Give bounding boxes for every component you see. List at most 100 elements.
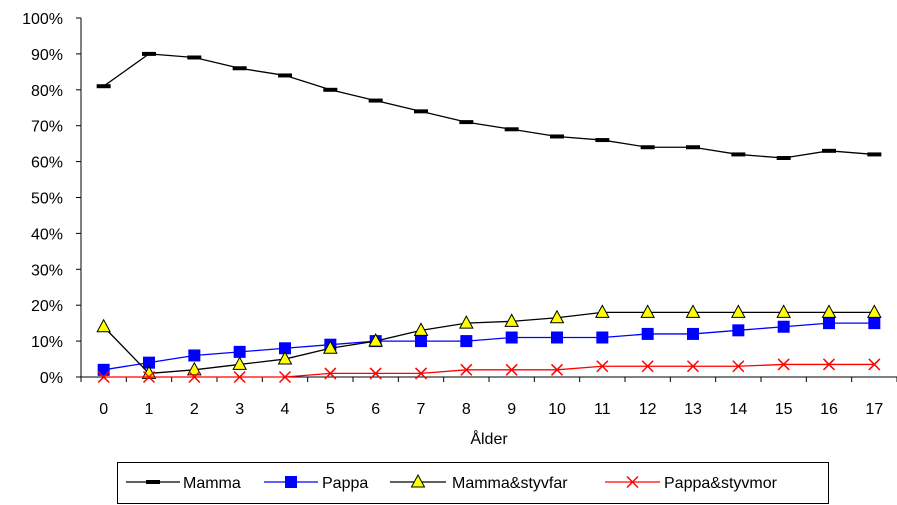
data-point <box>96 84 111 89</box>
data-point <box>278 370 292 384</box>
data-point <box>687 327 699 340</box>
x-tick-label: 6 <box>371 401 380 418</box>
data-point <box>277 351 293 365</box>
data-point <box>233 370 246 384</box>
data-point <box>868 358 881 371</box>
data-point <box>368 333 384 347</box>
data-point <box>551 331 563 344</box>
series-line <box>103 311 875 375</box>
legend-label: Mamma&styvfar <box>452 475 568 492</box>
data-point <box>868 317 881 330</box>
data-point <box>232 356 248 370</box>
x-tick-label: 12 <box>639 401 657 418</box>
data-point <box>641 360 654 373</box>
data-point <box>731 152 746 157</box>
y-tick-label: 60% <box>31 155 63 172</box>
data-point <box>686 145 700 150</box>
series-line <box>103 53 875 159</box>
data-point <box>777 320 790 333</box>
data-point <box>867 152 882 157</box>
data-point <box>322 340 338 354</box>
data-point <box>187 55 202 60</box>
data-point <box>285 476 297 488</box>
data-point <box>415 335 427 348</box>
data-point <box>410 473 426 488</box>
x-tick-label: 16 <box>820 401 838 418</box>
data-point <box>730 304 746 318</box>
data-point <box>232 66 247 71</box>
data-point <box>186 361 202 376</box>
y-tick-label: 100% <box>22 11 63 28</box>
x-axis-title: Ålder <box>470 429 508 448</box>
x-tick-label: 10 <box>548 401 566 418</box>
x-tick-label: 13 <box>684 401 702 418</box>
x-tick-label: 4 <box>281 401 290 418</box>
x-tick-label: 2 <box>190 401 199 418</box>
series-mamma <box>96 51 882 161</box>
data-point <box>233 345 246 358</box>
axes <box>80 18 897 378</box>
data-point <box>143 356 155 369</box>
data-point <box>732 360 745 373</box>
y-tick-label: 50% <box>31 191 63 208</box>
data-point <box>142 370 156 384</box>
x-tick-label: 5 <box>326 401 335 418</box>
y-tick-label: 0% <box>40 370 63 387</box>
y-tick-label: 30% <box>31 262 63 279</box>
data-point <box>278 73 292 78</box>
data-point <box>640 304 656 318</box>
x-tick-label: 9 <box>507 401 516 418</box>
data-point <box>188 370 201 384</box>
x-tick-label: 15 <box>775 401 793 418</box>
data-point <box>626 475 639 489</box>
x-axis-ticks: 0 1 2 3 4 5 6 7 8 9 10 11 12 13 14 15 16 17 <box>80 377 897 418</box>
series-pappa <box>97 317 881 376</box>
data-point <box>505 363 518 376</box>
data-point <box>549 309 565 324</box>
data-point <box>368 98 383 103</box>
data-point <box>460 335 473 348</box>
legend: Mamma Pappa Mamma&styvfar Pappa&styvmor <box>117 462 829 504</box>
data-point <box>97 370 110 384</box>
y-axis-ticks: 0% 10% 20% 30% 40% 50% 60% 70% 80% 90% 100% <box>22 11 81 387</box>
x-tick-label: 14 <box>729 401 747 418</box>
series-line <box>103 322 875 371</box>
x-tick-label: 11 <box>594 401 611 418</box>
x-tick-label: 0 <box>99 401 108 418</box>
x-tick-label: 17 <box>865 401 883 418</box>
data-point <box>686 360 700 373</box>
data-point <box>777 358 790 371</box>
y-tick-label: 10% <box>31 334 63 351</box>
x-tick-label: 7 <box>417 401 426 418</box>
data-point <box>596 360 609 373</box>
data-point <box>97 363 110 376</box>
data-point <box>822 358 836 371</box>
y-tick-label: 70% <box>31 119 63 136</box>
legend-item: Pappa&styvmor <box>605 475 778 492</box>
data-point <box>776 304 792 318</box>
data-point <box>866 304 882 318</box>
data-point <box>595 138 610 143</box>
x-tick-label: 8 <box>462 401 471 418</box>
data-point <box>458 315 474 329</box>
data-point <box>505 331 518 344</box>
legend-label: Pappa <box>322 475 368 492</box>
series-line <box>103 363 875 378</box>
series-mamma-styvfar <box>96 304 882 379</box>
x-tick-label: 3 <box>235 401 244 418</box>
data-point <box>641 327 654 340</box>
data-point <box>504 313 520 327</box>
legend-item: Mamma&styvfar <box>390 473 568 492</box>
data-point <box>550 363 564 376</box>
legend-item: Mamma <box>126 475 241 492</box>
data-point <box>146 480 160 484</box>
data-point <box>776 156 791 161</box>
data-point <box>640 145 655 150</box>
data-point <box>414 109 428 114</box>
y-tick-label: 90% <box>31 47 63 64</box>
y-tick-label: 20% <box>31 298 63 315</box>
data-point <box>823 317 835 330</box>
data-point <box>594 304 610 318</box>
data-point <box>685 304 701 318</box>
data-point <box>504 127 519 132</box>
